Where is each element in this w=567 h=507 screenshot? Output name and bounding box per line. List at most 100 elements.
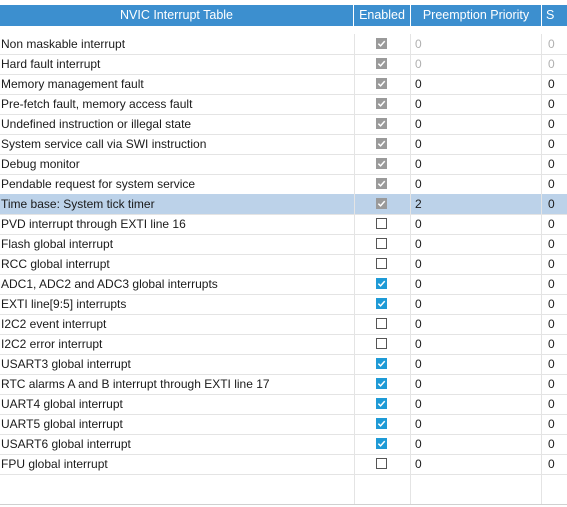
table-row[interactable]: Hard fault interrupt 0 0 [0,54,567,75]
sub-priority-value[interactable]: 0 [541,34,567,54]
preemption-priority-value[interactable]: 0 [410,154,540,174]
sub-priority-value[interactable]: 0 [541,454,567,474]
interrupt-name: UART5 global interrupt [1,417,123,431]
preemption-priority-value[interactable]: 0 [410,434,540,454]
table-row[interactable]: RTC alarms A and B interrupt through EXT… [0,374,567,395]
interrupt-name: RTC alarms A and B interrupt through EXT… [1,377,270,391]
preemption-priority-value[interactable]: 0 [410,114,540,134]
sub-priority-value[interactable]: 0 [541,254,567,274]
interrupt-name: ADC1, ADC2 and ADC3 global interrupts [1,277,218,291]
enabled-checkbox[interactable] [376,418,387,429]
table-row[interactable]: I2C2 error interrupt 0 0 [0,334,567,355]
table-row[interactable]: Debug monitor 0 0 [0,154,567,175]
table-row[interactable]: System service call via SWI instruction 0… [0,134,567,155]
sub-priority-value[interactable]: 0 [541,194,567,214]
interrupt-name: Undefined instruction or illegal state [1,117,192,131]
enabled-cell [354,254,411,274]
sub-priority-value[interactable]: 0 [541,214,567,234]
enabled-checkbox[interactable] [376,218,387,229]
check-icon [377,440,386,447]
sub-priority-value[interactable]: 0 [541,394,567,414]
enabled-checkbox[interactable] [376,378,387,389]
column-header-preemption-priority[interactable]: Preemption Priority [411,5,542,26]
sub-priority-value[interactable]: 0 [541,414,567,434]
table-row[interactable]: Pendable request for system service 0 0 [0,174,567,195]
sub-priority-value[interactable]: 0 [541,274,567,294]
preemption-priority-value[interactable]: 0 [410,74,540,94]
preemption-priority-value[interactable]: 0 [410,374,540,394]
preemption-priority-value[interactable]: 0 [410,274,540,294]
sub-priority-value[interactable]: 0 [541,294,567,314]
check-icon [377,300,386,307]
column-header-name[interactable]: NVIC Interrupt Table [0,5,354,26]
sub-priority-value[interactable]: 0 [541,94,567,114]
enabled-checkbox[interactable] [376,298,387,309]
preemption-priority-value[interactable]: 0 [410,334,540,354]
check-icon [377,120,386,127]
sub-priority-value[interactable]: 0 [541,374,567,394]
sub-priority-value[interactable]: 0 [541,174,567,194]
table-row[interactable]: EXTI line[9:5] interrupts 0 0 [0,294,567,315]
enabled-cell [354,214,411,234]
preemption-priority-value[interactable]: 0 [410,254,540,274]
preemption-priority-value[interactable]: 0 [410,54,540,74]
preemption-priority-value[interactable]: 0 [410,294,540,314]
preemption-priority-value[interactable]: 0 [410,214,540,234]
preemption-priority-value[interactable]: 0 [410,454,540,474]
table-row[interactable]: Time base: System tick timer 2 0 [0,194,567,215]
sub-priority-value[interactable]: 0 [541,354,567,374]
enabled-checkbox[interactable] [376,358,387,369]
sub-priority-value[interactable]: 0 [541,74,567,94]
enabled-checkbox[interactable] [376,458,387,469]
sub-priority-value[interactable]: 0 [541,234,567,254]
enabled-checkbox[interactable] [376,278,387,289]
enabled-checkbox[interactable] [376,398,387,409]
enabled-checkbox[interactable] [376,438,387,449]
enabled-checkbox [376,38,387,49]
enabled-checkbox[interactable] [376,238,387,249]
column-header-sub-priority[interactable]: S [546,8,555,22]
preemption-priority-value[interactable]: 0 [410,394,540,414]
enabled-checkbox[interactable] [376,318,387,329]
sub-priority-value[interactable]: 0 [541,334,567,354]
preemption-priority-value[interactable]: 0 [410,34,540,54]
check-icon [377,100,386,107]
sub-priority-value[interactable]: 0 [541,134,567,154]
sub-priority-value[interactable]: 0 [541,154,567,174]
table-row[interactable]: USART6 global interrupt 0 0 [0,434,567,455]
table-row[interactable]: Non maskable interrupt 0 0 [0,34,567,55]
preemption-priority-value[interactable]: 0 [410,234,540,254]
preemption-priority-value[interactable]: 0 [410,414,540,434]
table-row[interactable]: FPU global interrupt 0 0 [0,454,567,475]
preemption-priority-value[interactable]: 0 [410,134,540,154]
column-divider [410,474,411,504]
table-row[interactable]: Undefined instruction or illegal state 0 0 [0,114,567,135]
table-row[interactable]: I2C2 event interrupt 0 0 [0,314,567,335]
preemption-priority-value[interactable]: 2 [410,194,540,214]
enabled-checkbox[interactable] [376,258,387,269]
column-header-enabled[interactable]: Enabled [354,5,411,26]
sub-priority-value[interactable]: 0 [541,54,567,74]
table-row[interactable]: USART3 global interrupt 0 0 [0,354,567,375]
interrupt-name: USART3 global interrupt [1,357,131,371]
table-bottom-border [0,504,567,505]
table-row[interactable]: UART5 global interrupt 0 0 [0,414,567,435]
sub-priority-value[interactable]: 0 [541,434,567,454]
table-row[interactable]: Memory management fault 0 0 [0,74,567,95]
table-row[interactable]: UART4 global interrupt 0 0 [0,394,567,415]
table-row[interactable]: Flash global interrupt 0 0 [0,234,567,255]
preemption-priority-value[interactable]: 0 [410,314,540,334]
table-row[interactable]: RCC global interrupt 0 0 [0,254,567,275]
sub-priority-value[interactable]: 0 [541,114,567,134]
table-row[interactable]: Pre-fetch fault, memory access fault 0 0 [0,94,567,115]
preemption-priority-value[interactable]: 0 [410,354,540,374]
enabled-checkbox[interactable] [376,338,387,349]
sub-priority-value[interactable]: 0 [541,314,567,334]
interrupt-name: Hard fault interrupt [1,57,101,71]
preemption-priority-value[interactable]: 0 [410,94,540,114]
enabled-cell [354,74,411,94]
table-row[interactable]: ADC1, ADC2 and ADC3 global interrupts 0 0 [0,274,567,295]
table-row[interactable]: PVD interrupt through EXTI line 16 0 0 [0,214,567,235]
enabled-checkbox [376,58,387,69]
preemption-priority-value[interactable]: 0 [410,174,540,194]
